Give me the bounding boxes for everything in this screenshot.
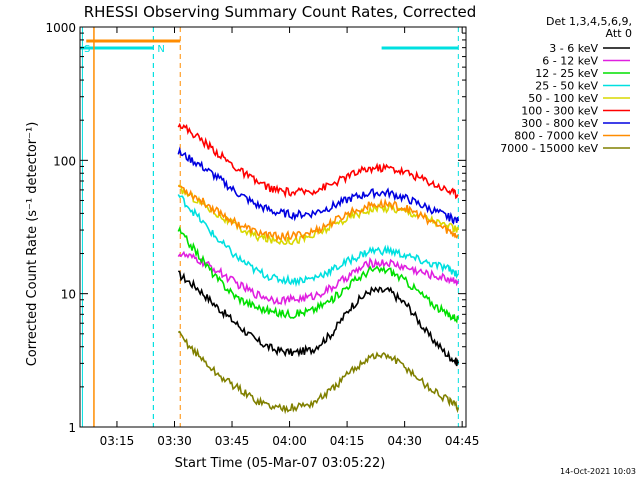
x-tick-label: 03:30 (157, 434, 192, 448)
axes: 03:15 03:30 03:45 04:00 04:15 04:30 04:45 1 10 10… (45, 21, 479, 448)
chart-title: RHESSI Observing Summary Count Rates, Co… (84, 3, 477, 21)
legend-label: 25 - 50 keV (535, 80, 598, 93)
y-tick-label: 10 (61, 288, 76, 302)
series-line-1 (177, 250, 460, 307)
time-marker-label: S (84, 44, 90, 55)
x-tick-label: 04:30 (387, 434, 422, 448)
legend-label: 12 - 25 keV (535, 67, 598, 80)
legend-header-line-1: Det 1,3,4,5,6,9, (546, 15, 632, 28)
legend-label: 800 - 7000 keV (514, 130, 598, 143)
x-tick-label: 03:15 (100, 434, 135, 448)
x-tick-label: 04:00 (272, 434, 307, 448)
legend-label: 3 - 6 keV (549, 42, 598, 55)
plot-frame (79, 26, 467, 428)
legend-label: 50 - 100 keV (528, 92, 598, 105)
x-tick-label: 03:45 (215, 434, 250, 448)
legend-label: 6 - 12 keV (542, 55, 598, 68)
legend-label: 300 - 800 keV (521, 117, 598, 130)
legend-label: 7000 - 15000 keV (500, 142, 598, 155)
legend-label: 100 - 300 keV (521, 105, 598, 118)
series-line-7 (177, 185, 459, 243)
series-line-0 (177, 270, 460, 367)
series-line-6 (177, 146, 460, 225)
series-line-5 (177, 122, 459, 200)
legend-header-line-2: Att 0 (606, 27, 632, 40)
y-tick-label: 1 (68, 421, 76, 435)
series-line-2 (177, 225, 460, 324)
x-tick-label: 04:45 (445, 434, 480, 448)
x-axis-label: Start Time (05-Mar-07 03:05:22) (175, 456, 386, 471)
footer-date: 14-Oct-2021 10:03 (560, 467, 636, 476)
time-marker-label: N (157, 44, 164, 55)
series-line-8 (177, 330, 460, 415)
x-tick-label: 04:15 (330, 434, 365, 448)
y-tick-label: 100 (53, 154, 76, 168)
y-tick-label: 1000 (45, 21, 76, 35)
series-line-3 (177, 194, 459, 288)
y-axis-label: Corrected Count Rate (s⁻¹ detector⁻¹) (25, 122, 40, 367)
